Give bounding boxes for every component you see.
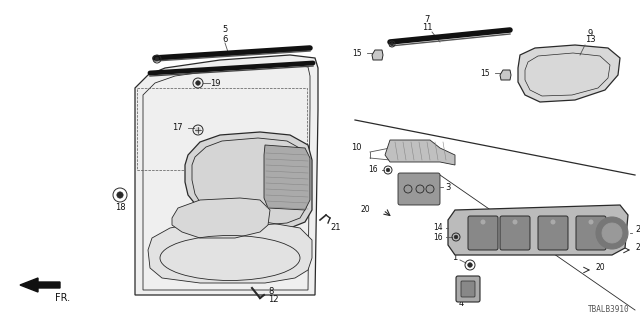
FancyBboxPatch shape (461, 281, 475, 297)
Polygon shape (20, 278, 60, 292)
Circle shape (589, 220, 593, 225)
Circle shape (117, 192, 123, 198)
Text: TBALB3910: TBALB3910 (588, 305, 630, 314)
Text: 7: 7 (424, 15, 429, 25)
Circle shape (596, 217, 628, 249)
FancyBboxPatch shape (576, 216, 606, 250)
FancyBboxPatch shape (398, 173, 440, 205)
FancyBboxPatch shape (468, 216, 498, 250)
Text: 20: 20 (360, 205, 370, 214)
Circle shape (454, 235, 458, 239)
Text: 9: 9 (588, 28, 593, 37)
Polygon shape (385, 140, 455, 165)
Circle shape (481, 220, 486, 225)
Circle shape (195, 127, 200, 132)
Text: 20: 20 (635, 244, 640, 252)
FancyBboxPatch shape (500, 216, 530, 250)
Text: 16: 16 (433, 233, 443, 242)
Circle shape (390, 43, 394, 45)
Text: 13: 13 (585, 36, 595, 44)
Text: FR.: FR. (55, 293, 70, 303)
Text: 1: 1 (452, 253, 458, 262)
FancyBboxPatch shape (538, 216, 568, 250)
Polygon shape (135, 55, 318, 295)
Text: 17: 17 (172, 124, 183, 132)
Text: 10: 10 (351, 143, 362, 153)
Text: 4: 4 (458, 299, 463, 308)
Polygon shape (148, 222, 312, 283)
Polygon shape (172, 198, 270, 238)
Text: 18: 18 (115, 204, 125, 212)
Polygon shape (500, 70, 511, 80)
Polygon shape (448, 205, 628, 255)
Polygon shape (518, 45, 620, 102)
Circle shape (550, 220, 556, 225)
Text: 11: 11 (422, 22, 432, 31)
Text: 20: 20 (595, 263, 605, 273)
Text: 6: 6 (222, 35, 228, 44)
Text: 2: 2 (635, 226, 640, 235)
FancyBboxPatch shape (456, 276, 480, 302)
Circle shape (196, 81, 200, 85)
Circle shape (155, 57, 159, 61)
Polygon shape (264, 145, 310, 210)
Text: 14: 14 (433, 223, 443, 233)
Circle shape (513, 220, 518, 225)
Text: 12: 12 (268, 295, 278, 305)
Circle shape (386, 168, 390, 172)
Text: 16: 16 (369, 165, 378, 174)
Text: 15: 15 (353, 49, 362, 58)
Text: 5: 5 (222, 26, 228, 35)
Circle shape (602, 223, 622, 243)
Polygon shape (372, 50, 383, 60)
Text: 21: 21 (330, 223, 340, 233)
Text: 3: 3 (445, 182, 451, 191)
Polygon shape (185, 132, 312, 230)
Text: 15: 15 (481, 68, 490, 77)
Text: 8: 8 (268, 287, 273, 297)
Text: 19: 19 (210, 78, 221, 87)
Circle shape (468, 263, 472, 267)
